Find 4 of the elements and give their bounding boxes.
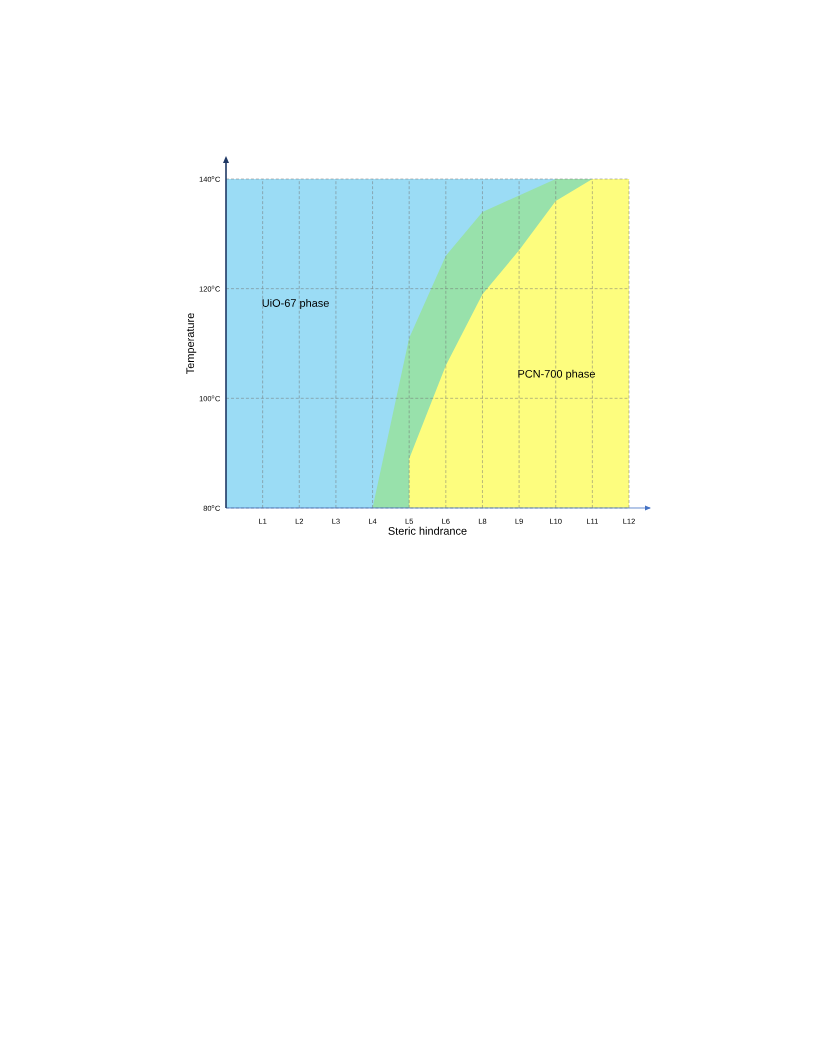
annotation: UiO-67 phase: [262, 298, 329, 310]
annotation: PCN-700 phase: [518, 369, 595, 380]
x-axis-title: Steric hindrance: [388, 526, 467, 535]
y-axis-title: Temperature: [186, 313, 197, 374]
